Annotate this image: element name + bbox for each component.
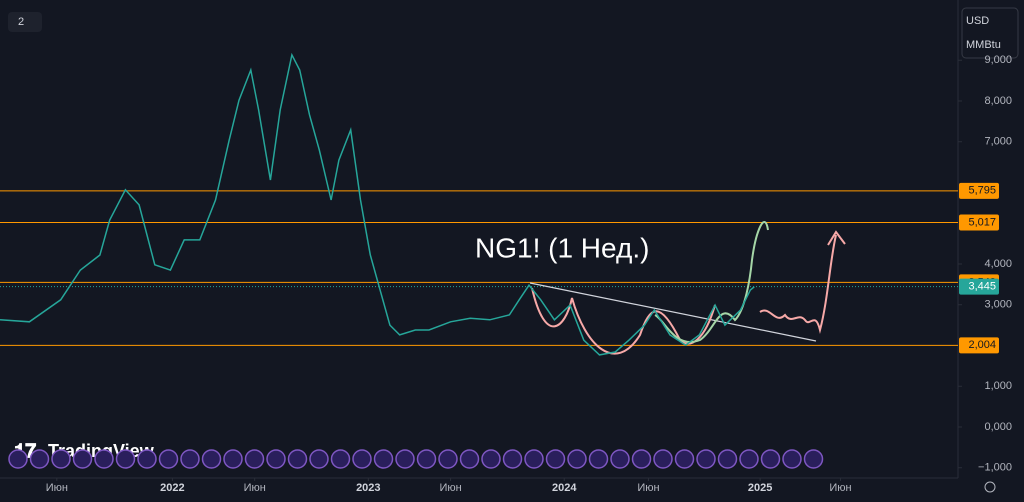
x-tick-label: 2022 [160,482,184,494]
event-icon [545,449,566,469]
x-tick-label: 2023 [356,482,380,494]
event-icon [395,449,415,469]
pattern-drawing [654,221,769,343]
event-icon [438,449,458,469]
event-icon [653,449,673,469]
event-icon [696,449,716,469]
level-label-bg [959,182,999,199]
event-icon [244,449,265,469]
last-price-label: 3,445 [968,281,996,293]
event-icon [481,449,501,469]
event-icon [782,449,802,469]
y-tick-label: 1,000 [984,380,1012,392]
unit-selector[interactable] [961,7,1019,59]
event-icon [180,449,200,469]
event-icon [223,449,243,469]
symbol-annotation: NG1! (1 Нед.) [475,232,649,263]
event-icon [674,449,695,469]
event-icon [717,449,738,469]
x-tick-label: Июн [829,482,851,494]
y-tick-label: 8,000 [984,95,1012,107]
y-tick-label: −1,000 [978,462,1012,474]
event-icon [8,449,28,469]
pattern-drawing [531,287,716,355]
event-icon [266,449,286,469]
event-icon [330,449,351,469]
event-icon [115,449,136,469]
unit-label[interactable]: MMBtu [966,39,1001,51]
currency-label[interactable]: USD [966,15,989,27]
event-icon [287,449,308,469]
event-icon [352,449,372,469]
level-label-bg [959,337,999,354]
event-icon [760,449,781,469]
event-icon [72,449,93,469]
y-tick-label: 0,000 [984,421,1012,433]
trend-line [529,282,817,342]
price-line [0,52,755,356]
event-icon [373,449,394,469]
event-icon [567,449,587,469]
level-label-bg [959,214,999,231]
settings-icon[interactable] [984,481,996,493]
y-tick-label: 7,000 [984,136,1012,148]
event-icon [610,449,630,469]
level-label: 2,004 [968,339,996,351]
event-icon [739,449,759,469]
event-icon [588,449,609,469]
event-icon [459,449,480,469]
x-tick-label: Июн [244,482,266,494]
event-icon [631,449,652,469]
event-icon [309,449,329,469]
x-tick-label: 2025 [748,482,772,494]
y-tick-label: 9,000 [984,54,1012,66]
event-icon [29,449,50,469]
interval-button-label[interactable]: 2 [18,16,24,28]
event-icon [803,449,824,469]
event-icon [158,449,179,469]
level-label: 5,017 [968,216,996,228]
event-icon [524,449,544,469]
event-icon [137,449,157,469]
event-icon [94,449,114,469]
interval-button[interactable] [8,12,42,32]
x-tick-label: Июн [637,482,659,494]
x-tick-label: Июн [46,482,68,494]
y-tick-label: 4,000 [984,258,1012,270]
x-tick-label: Июн [439,482,461,494]
event-icon [416,449,437,469]
event-icon [502,449,523,469]
forecast-drawing [759,230,846,334]
event-icon [51,449,71,469]
x-tick-label: 2024 [552,482,577,494]
y-tick-label: 3,000 [984,299,1012,311]
level-label: 5,795 [968,185,996,197]
last-price-bg [959,278,999,295]
event-icon [201,449,222,469]
